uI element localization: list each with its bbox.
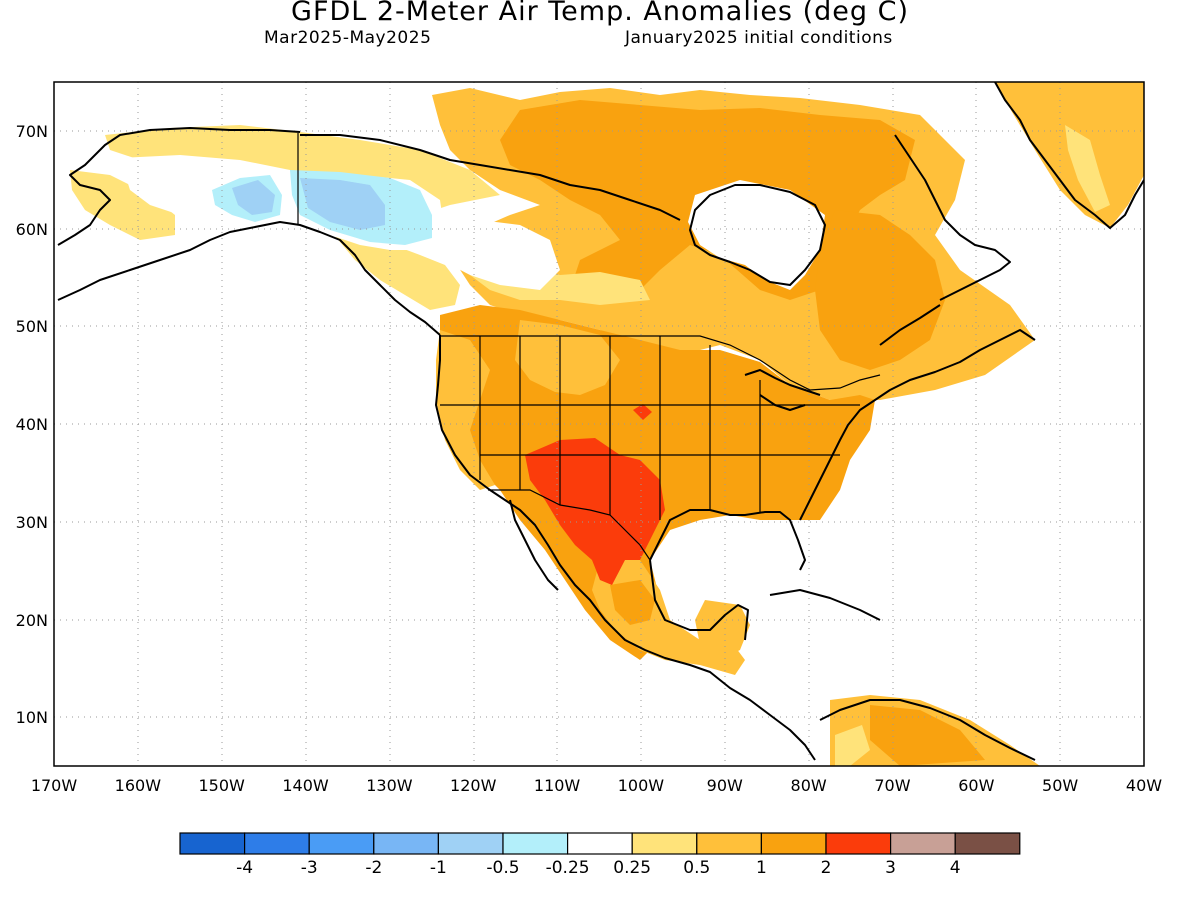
- great-lakes: [744, 369, 821, 411]
- gulf-coast: [649, 509, 806, 641]
- legend-label: -4: [236, 858, 253, 878]
- bc-coast-band: [330, 230, 460, 310]
- kansas-hot-spot: [633, 404, 652, 420]
- legend-swatch: [437, 832, 504, 855]
- west-coast: [435, 335, 816, 761]
- lon-tick-label: 60W: [958, 776, 994, 795]
- legend-swatch: [889, 832, 956, 855]
- legend-label: 2: [821, 858, 832, 878]
- legend-swatch: [566, 832, 633, 855]
- hudson-bay-coast: [689, 184, 826, 286]
- south-america-light: [835, 725, 870, 766]
- lon-tick-label: 160W: [115, 776, 162, 795]
- state-lines: [440, 336, 860, 520]
- legend-swatch: [373, 832, 439, 855]
- legend-label: -0.5: [486, 858, 519, 878]
- lon-tick-label: 170W: [31, 776, 78, 795]
- map-frame: [53, 81, 1145, 767]
- legend-swatch: [954, 832, 1021, 855]
- legend-label: 4: [950, 858, 961, 878]
- alaska-south-band: [70, 170, 175, 240]
- labrador-coast: [894, 134, 1011, 301]
- initial-conditions: January2025 initial conditions: [625, 28, 893, 48]
- mexico-south-margin: [610, 580, 655, 625]
- legend-label: -2: [365, 858, 382, 878]
- coastlines: [57, 82, 1144, 761]
- lat-tick-label: 10N: [16, 708, 48, 727]
- lat-tick-label: 70N: [16, 122, 48, 141]
- legend-swatch: [308, 832, 375, 855]
- legend-label: 3: [885, 858, 896, 878]
- legend-label: 0.5: [683, 858, 710, 878]
- lat-lon-grid: [54, 82, 1144, 766]
- lat-tick-label: 50N: [16, 317, 48, 336]
- lon-tick-label: 100W: [618, 776, 665, 795]
- lat-tick-label: 20N: [16, 611, 48, 630]
- nwt-neutral: [430, 220, 560, 290]
- lon-tick-label: 70W: [874, 776, 910, 795]
- lon-tick-label: 40W: [1126, 776, 1162, 795]
- lon-tick-label: 140W: [282, 776, 329, 795]
- lat-tick-label: 60N: [16, 220, 48, 239]
- central-plains-margin: [515, 320, 620, 395]
- us-mexico-border: [488, 489, 651, 561]
- legend-label: -3: [301, 858, 318, 878]
- legend-label: 1: [756, 858, 767, 878]
- greenland-anomaly-light: [1065, 125, 1110, 212]
- central-america-light: [695, 600, 750, 660]
- legend-swatch: [825, 832, 892, 855]
- lat-labels: 70N 60N 50N 40N 30N 20N 10N: [16, 122, 48, 727]
- legend-swatch: [179, 832, 246, 855]
- political-boundaries: [297, 133, 881, 561]
- legend-label: -1: [430, 858, 447, 878]
- greenland-anomaly: [995, 82, 1144, 228]
- lon-tick-label: 50W: [1042, 776, 1078, 795]
- arctic-coast: [300, 134, 681, 221]
- lon-tick-label: 90W: [707, 776, 743, 795]
- lon-tick-label: 110W: [534, 776, 581, 795]
- color-legend: -4 -3 -2 -1 -0.5 -0.25 0.25 0.5 1 2 3 4: [179, 832, 1021, 878]
- greenland-coast: [994, 82, 1144, 229]
- lon-labels: 170W 160W 150W 140W 130W 120W 110W 100W 90W 80W 70…: [31, 776, 1162, 795]
- labrador-anomaly: [815, 210, 945, 370]
- south-america-core: [870, 705, 985, 766]
- legend-label: 0.25: [613, 858, 651, 878]
- legend-swatch: [502, 832, 569, 855]
- alaska-cold-medium: [232, 180, 275, 215]
- us-canada-border: [440, 335, 881, 391]
- east-coast: [799, 304, 1036, 521]
- legend-label: -0.25: [546, 858, 590, 878]
- lon-tick-label: 130W: [366, 776, 413, 795]
- legend-swatch: [244, 832, 310, 855]
- legend-swatch: [631, 832, 698, 855]
- yukon-cold-medium: [300, 178, 385, 230]
- hudson-bay-neutral: [688, 180, 825, 290]
- anomaly-fields: [70, 82, 1144, 766]
- lat-tick-label: 30N: [16, 513, 48, 532]
- lat-tick-label: 40N: [16, 415, 48, 434]
- forecast-period: Mar2025-May2025: [264, 28, 432, 48]
- legend-swatch: [760, 832, 827, 855]
- legend-swatch: [696, 832, 762, 855]
- baja: [509, 499, 559, 591]
- south-america-coast: [819, 699, 1036, 761]
- lon-tick-label: 80W: [791, 776, 827, 795]
- cuba: [769, 589, 881, 621]
- map-title: GFDL 2-Meter Air Temp. Anomalies (deg C): [291, 0, 909, 27]
- lon-tick-label: 120W: [450, 776, 497, 795]
- alaska-coast: [57, 127, 441, 336]
- lon-tick-label: 150W: [199, 776, 246, 795]
